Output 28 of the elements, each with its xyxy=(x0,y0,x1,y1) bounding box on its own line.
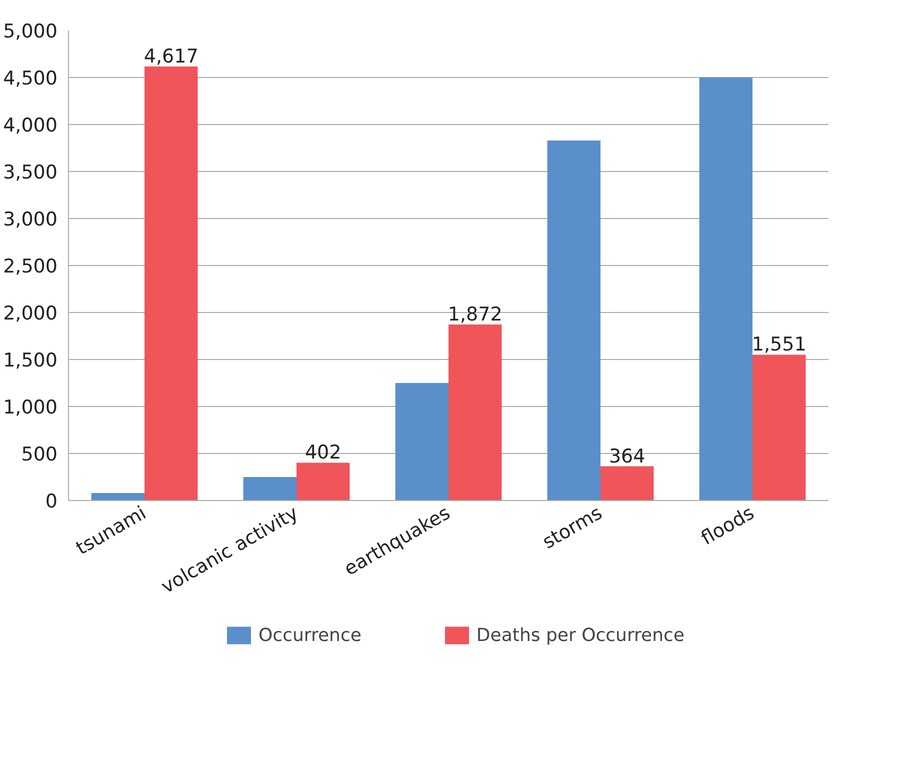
data-label: 1,551 xyxy=(752,334,806,356)
y-tick-label: 0 xyxy=(45,490,58,512)
bar xyxy=(395,383,448,500)
bar xyxy=(91,492,144,500)
bar xyxy=(600,466,654,500)
bar xyxy=(547,140,600,500)
data-label: 402 xyxy=(304,442,342,464)
y-tick-label: 3,000 xyxy=(3,208,58,230)
bar xyxy=(699,78,752,500)
bar xyxy=(243,477,296,500)
y-tick-label: 4,500 xyxy=(3,68,58,90)
y-tick-label: 2,000 xyxy=(3,302,58,324)
y-tick-label: 2,500 xyxy=(3,256,58,278)
data-label: 4,617 xyxy=(144,46,198,68)
bar xyxy=(144,66,198,500)
legend-label: Deaths per Occurrence xyxy=(476,624,684,646)
data-label: 1,872 xyxy=(448,304,502,326)
bar xyxy=(448,324,502,500)
legend-label: Occurrence xyxy=(258,624,362,646)
bar xyxy=(752,354,806,500)
y-tick-label: 5,000 xyxy=(3,20,58,42)
y-tick-label: 1,000 xyxy=(3,396,58,418)
data-label: 364 xyxy=(608,445,646,468)
y-tick-label: 4,000 xyxy=(3,114,58,136)
y-tick-label: 500 xyxy=(21,444,58,466)
y-tick-label: 1,500 xyxy=(3,350,58,372)
bar xyxy=(296,462,350,500)
y-tick-label: 3,500 xyxy=(3,162,58,184)
